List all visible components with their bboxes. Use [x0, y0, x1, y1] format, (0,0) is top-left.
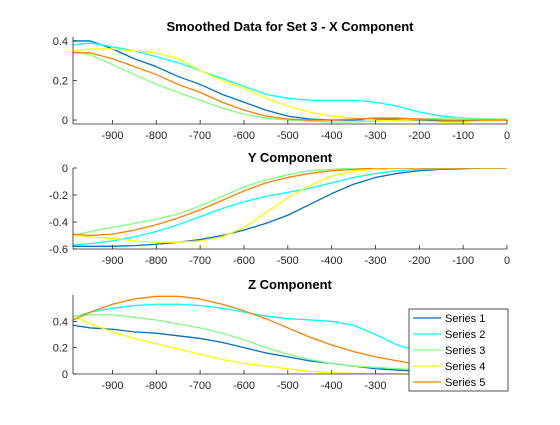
- series-line-1: [73, 40, 507, 122]
- x-tick-label: -700: [189, 255, 211, 267]
- x-tick-label: -500: [277, 130, 299, 142]
- subplot-title: Z Component: [248, 277, 332, 292]
- x-tick-label: -800: [145, 130, 167, 142]
- x-tick-label: -300: [364, 130, 386, 142]
- x-tick-label: -900: [101, 380, 123, 392]
- series-line-5: [73, 168, 507, 237]
- x-tick-label: -200: [408, 130, 430, 142]
- legend-label: Series 4: [445, 361, 485, 373]
- y-tick-label: 0: [62, 163, 68, 175]
- x-tick-label: -400: [321, 255, 343, 267]
- x-tick-label: 0: [504, 255, 510, 267]
- x-tick-label: -400: [321, 130, 343, 142]
- legend-label: Series 1: [445, 313, 485, 325]
- series-line-5: [73, 52, 507, 121]
- x-tick-label: -900: [101, 255, 123, 267]
- x-tick-label: -900: [101, 130, 123, 142]
- x-tick-label: -500: [277, 255, 299, 267]
- subplot-2: -900 -800 -700 -600 -500 -400 -300 -200 -100 0 -0.…: [49, 150, 510, 267]
- series-line-4: [73, 315, 507, 374]
- y-tick-label: 0.2: [53, 343, 68, 355]
- legend: Series 1 Series 2 Series 3 Series 4 Series 5: [408, 308, 509, 392]
- y-tick-label: 0.2: [53, 76, 68, 88]
- x-tick-label: -500: [277, 380, 299, 392]
- x-tick-label: -400: [321, 380, 343, 392]
- y-tick-label: 0: [62, 115, 68, 127]
- x-tick-label: -200: [408, 255, 430, 267]
- subplot-title: Y Component: [248, 150, 333, 165]
- series-line-4: [73, 48, 507, 123]
- series-line-1: [73, 168, 507, 247]
- x-tick-label: -800: [145, 380, 167, 392]
- legend-label: Series 3: [445, 345, 485, 357]
- y-tick-label: 0.4: [53, 316, 68, 328]
- x-tick-label: 0: [504, 130, 510, 142]
- series-line-2: [73, 168, 507, 246]
- y-tick-label: 0: [62, 369, 68, 381]
- x-tick-label: -600: [233, 255, 255, 267]
- x-tick-label: -300: [364, 255, 386, 267]
- series-line-3: [73, 168, 507, 237]
- subplot-title: Smoothed Data for Set 3 - X Component: [166, 19, 414, 34]
- series-line-2: [73, 42, 507, 120]
- legend-label: Series 5: [445, 377, 485, 389]
- x-tick-label: -300: [364, 380, 386, 392]
- y-tick-label: -0.2: [49, 190, 68, 202]
- x-tick-label: -800: [145, 255, 167, 267]
- series-line-4: [73, 168, 507, 243]
- subplot-1: -900 -800 -700 -600 -500 -400 -300 -200 -100 0 0 0.…: [53, 19, 510, 142]
- x-tick-label: -600: [233, 130, 255, 142]
- x-tick-label: -600: [233, 380, 255, 392]
- y-tick-label: 0.4: [53, 36, 68, 48]
- legend-label: Series 2: [445, 329, 485, 341]
- x-tick-label: -700: [189, 130, 211, 142]
- y-tick-label: -0.6: [49, 244, 68, 256]
- subplot-3: -900 -800 -700 -600 -500 -400 -300 0 0.2 0.4 Z Com…: [53, 277, 509, 392]
- y-tick-label: -0.4: [49, 217, 68, 229]
- x-tick-label: -700: [189, 380, 211, 392]
- x-tick-label: -100: [452, 255, 474, 267]
- x-tick-label: -100: [452, 130, 474, 142]
